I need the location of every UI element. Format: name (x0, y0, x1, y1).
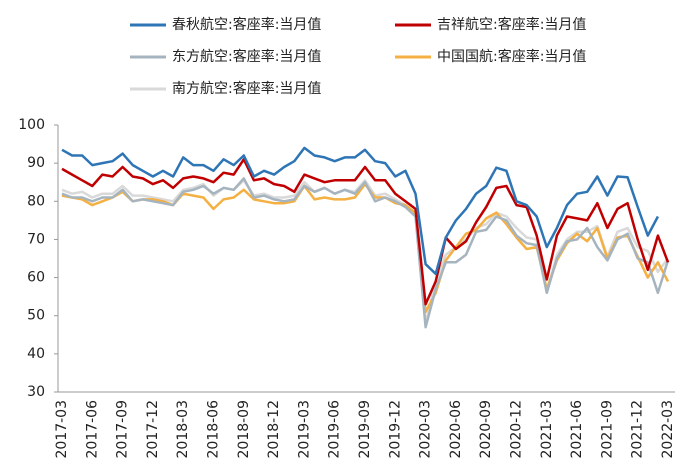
x-tick-label: 2018-03 (175, 400, 191, 459)
legend-label: 中国国航:客座率:当月值 (437, 48, 586, 65)
legend-label: 南方航空:客座率:当月值 (172, 80, 321, 97)
x-tick-label: 2019-03 (296, 400, 312, 459)
legend-label: 东方航空:客座率:当月值 (172, 48, 321, 65)
x-tick-label: 2018-12 (266, 400, 282, 459)
y-tick-label: 70 (27, 231, 45, 247)
x-tick-label: 2017-03 (54, 400, 70, 459)
series-line (61, 182, 670, 314)
x-tick-label: 2020-03 (418, 400, 434, 459)
x-tick-label: 2021-06 (569, 400, 585, 459)
series-line (61, 146, 660, 276)
series-line (61, 179, 669, 325)
x-tick-label: 2018-06 (206, 400, 222, 459)
x-tick-label: 2020-12 (509, 400, 525, 459)
x-tick-label: 2017-12 (145, 400, 161, 459)
y-tick-label: 50 (27, 308, 45, 324)
x-tick-label: 2017-09 (115, 400, 131, 459)
x-tick-label: 2019-09 (357, 400, 373, 459)
x-tick-label: 2020-06 (448, 400, 464, 459)
legend-label: 春秋航空:客座率:当月值 (172, 16, 321, 33)
x-tick-label: 2021-09 (599, 400, 615, 459)
series-line (61, 177, 670, 329)
x-tick-label: 2020-09 (478, 400, 494, 459)
x-tick-label: 2017-06 (84, 400, 100, 459)
x-tick-label: 2022-03 (660, 400, 676, 459)
legend-label: 吉祥航空:客座率:当月值 (437, 16, 586, 33)
x-tick-label: 2021-03 (539, 400, 555, 459)
y-tick-label: 40 (27, 346, 45, 362)
x-tick-label: 2019-06 (327, 400, 343, 459)
series-line (61, 158, 670, 306)
y-tick-label: 90 (27, 155, 45, 171)
y-tick-label: 100 (18, 117, 45, 133)
x-tick-label: 2021-12 (630, 400, 646, 459)
x-tick-label: 2018-09 (236, 400, 252, 459)
y-tick-label: 60 (27, 270, 45, 286)
y-tick-label: 30 (27, 384, 45, 400)
x-tick-label: 2019-12 (387, 400, 403, 459)
y-tick-label: 80 (27, 193, 45, 209)
